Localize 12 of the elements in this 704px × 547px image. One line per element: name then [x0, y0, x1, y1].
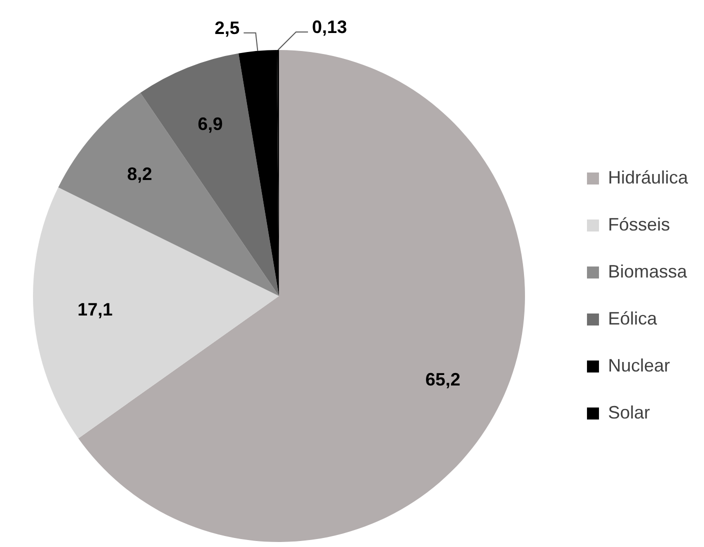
legend-label: Biomassa: [608, 261, 688, 282]
legend-label: Hidráulica: [608, 167, 689, 188]
data-label: 8,2: [127, 164, 152, 184]
data-label: 17,1: [78, 300, 113, 320]
data-label: 6,9: [198, 114, 223, 134]
data-label: 2,5: [214, 18, 240, 38]
data-label: 65,2: [425, 370, 460, 390]
data-label: 0,13: [312, 17, 348, 37]
legend-label: Eólica: [608, 308, 658, 328]
legend-label: Fósseis: [608, 214, 670, 234]
legend-label: Solar: [608, 402, 650, 422]
legend-label: Nuclear: [608, 355, 670, 376]
